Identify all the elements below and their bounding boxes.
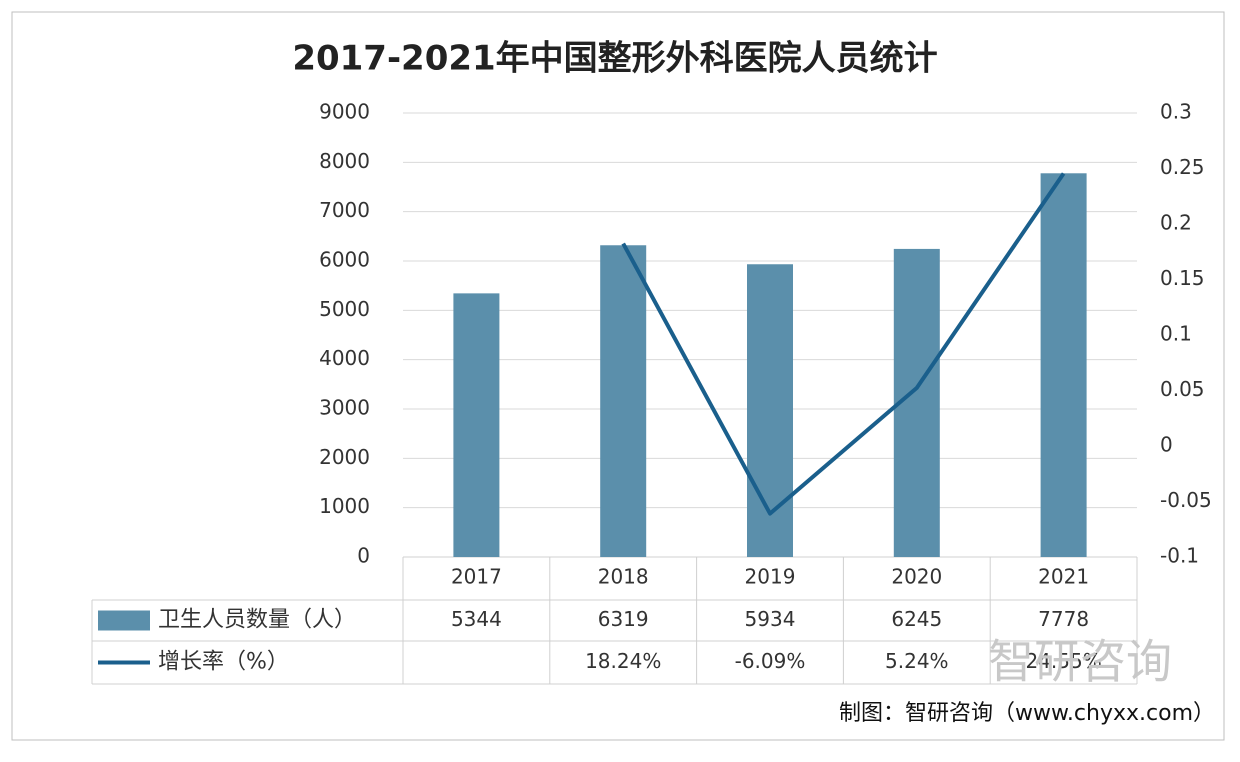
y-tick-label: 5000 [319,297,370,321]
y-tick-label: 3000 [319,396,370,420]
bar [1040,173,1087,557]
legend-label: 增长率（%） [158,650,289,675]
table-value: 7778 [1038,607,1089,631]
table-value: 18.24% [585,649,661,673]
y-tick-label: 1000 [319,494,370,518]
y2-tick-label: -0.05 [1160,488,1212,512]
x-tick-label: 2020 [891,565,942,589]
x-tick-label: 2017 [451,565,502,589]
y2-tick-label: -0.1 [1160,544,1199,568]
bar [747,264,793,557]
y-tick-label: 6000 [319,248,370,272]
line [621,172,1066,516]
y2-tick-label: 0.3 [1160,100,1192,124]
source: 制图：智研咨询（www.chyxx.com） [839,701,1215,726]
watermark: 智研咨询 [988,635,1172,689]
y-tick-label: 9000 [319,100,370,124]
bar [600,245,647,557]
table-value: 6319 [598,607,649,631]
table-value: 6245 [891,607,942,631]
x-tick-label: 2021 [1038,565,1089,589]
y-tick-label: 0 [357,544,370,568]
x-tick-label: 2018 [598,565,649,589]
x-tick-label: 2019 [745,565,796,589]
chart-title: 2017-2021年中国整形外科医院人员统计 [292,39,937,79]
y-tick-label: 4000 [319,346,370,370]
table-value: 5344 [451,607,502,631]
y2-tick-label: 0.05 [1160,377,1205,401]
y-tick-label: 8000 [319,149,370,173]
table-value: 5934 [745,607,796,631]
y-tick-label: 7000 [319,198,370,222]
bar [453,293,500,557]
frame [11,11,1225,741]
table-value: 5.24% [885,649,949,673]
y2-tick-label: 0.25 [1160,155,1205,179]
y-tick-label: 2000 [319,445,370,469]
legend-swatch [98,610,150,631]
y2-tick-label: 0.15 [1160,266,1205,290]
y2-tick-label: 0.1 [1160,322,1192,346]
table-value: 24.55% [1025,649,1101,673]
y2-tick-label: 0 [1160,433,1173,457]
legend-label: 卫生人员数量（人） [158,608,356,633]
y2-tick-label: 0.2 [1160,211,1192,235]
table-value: -6.09% [735,649,806,673]
